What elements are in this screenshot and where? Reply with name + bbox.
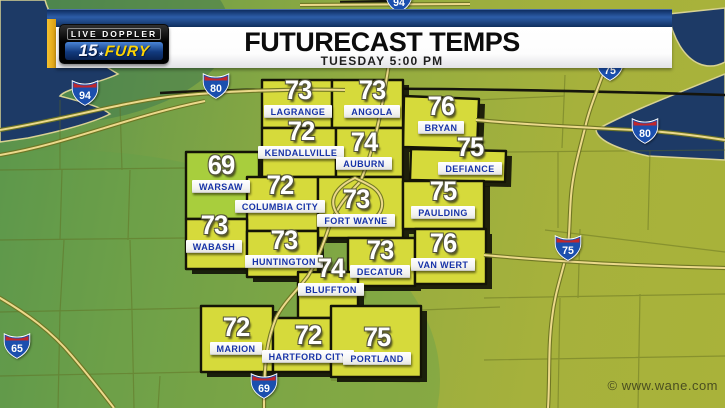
county-wabash — [184, 217, 249, 271]
logo-15-fury: 15 ★ FURY — [65, 42, 163, 60]
county-williams — [401, 94, 481, 151]
highway-road — [0, 100, 206, 156]
logo-live-doppler-text: LIVE DOPPLER — [67, 28, 161, 40]
highway-road — [0, 88, 346, 131]
county-layer — [184, 78, 508, 379]
highway-road — [299, 3, 471, 6]
highway-road — [0, 296, 115, 408]
station-watermark: © www.wane.com — [607, 378, 718, 393]
county-jay — [329, 304, 423, 379]
logo-number: 15 — [78, 41, 98, 60]
county-blackford — [271, 316, 333, 374]
page-title: FUTURECAST TEMPS — [244, 27, 520, 57]
header-top-bar — [47, 9, 672, 27]
header-banner: FUTURECAST TEMPS TUESDAY 5:00 PM LIVE DO… — [0, 0, 725, 70]
county-steuben — [330, 78, 405, 130]
forecast-valid-time: TUESDAY 5:00 PM — [320, 54, 444, 68]
logo-star-icon: ★ — [97, 51, 104, 58]
highway-road — [545, 56, 612, 408]
county-huntington — [245, 229, 320, 279]
county-defiance — [408, 147, 508, 184]
lake-erie — [595, 73, 725, 161]
highway-road — [263, 0, 400, 408]
header-gold-stripe — [47, 19, 56, 68]
highway-road — [547, 56, 610, 408]
county-grant — [199, 304, 275, 374]
county-whitley — [245, 175, 320, 233]
highway-road — [483, 254, 725, 269]
county-noble — [260, 126, 338, 179]
county-lagrange — [260, 78, 334, 130]
logo-fury-text: FURY — [103, 42, 151, 60]
county-vanwert — [413, 227, 488, 286]
county-paulding — [401, 179, 486, 231]
county-allen — [316, 175, 405, 240]
station-logo: LIVE DOPPLER 15 ★ FURY — [59, 24, 169, 64]
